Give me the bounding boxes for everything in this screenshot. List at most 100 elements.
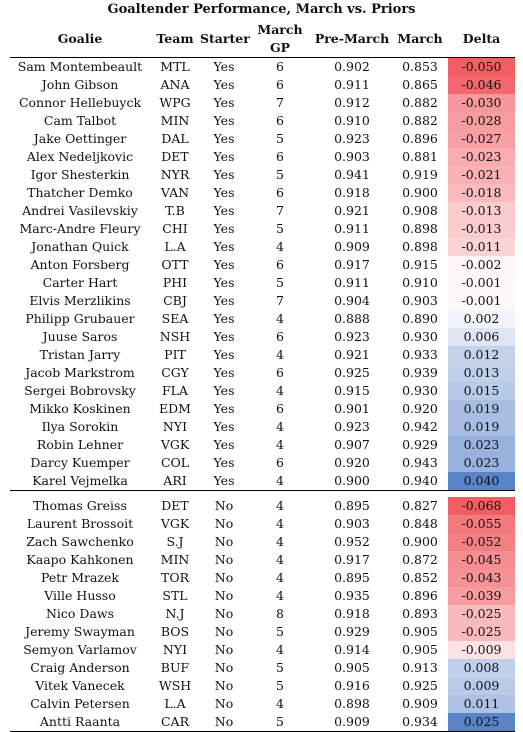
cell-delta: -0.025: [448, 605, 515, 623]
cell-team: WPG: [159, 95, 191, 110]
cell-march-gp: 4: [276, 473, 284, 488]
cell-starter: No: [214, 678, 234, 693]
cell-march: 0.909: [402, 696, 438, 711]
cell-march: 0.930: [402, 383, 438, 398]
table-row: Sergei Bobrovsky FLA Yes 4 0.915 0.930 0.015: [10, 382, 515, 400]
cell-starter: Yes: [213, 275, 235, 290]
cell-march: 0.910: [402, 275, 438, 290]
cell-delta: 0.006: [448, 328, 515, 346]
cell-pre-march: 0.923: [334, 329, 370, 344]
cell-march-gp: 5: [276, 221, 284, 236]
cell-starter: No: [214, 570, 234, 585]
cell-goalie: Semyon Varlamov: [23, 642, 137, 657]
cell-march-gp: 4: [276, 311, 284, 326]
cell-goalie: Jonathan Quick: [31, 239, 129, 254]
cell-pre-march: 0.911: [334, 221, 370, 236]
cell-goalie: Anton Forsberg: [30, 257, 130, 272]
cell-march-gp: 4: [276, 534, 284, 549]
cell-pre-march: 0.925: [334, 365, 370, 380]
table-row: John Gibson ANA Yes 6 0.911 0.865 -0.046: [10, 76, 515, 94]
cell-march-gp: 6: [276, 77, 284, 92]
cell-team: WSH: [158, 678, 192, 693]
cell-starter: No: [214, 696, 234, 711]
cell-delta: 0.019: [448, 400, 515, 418]
cell-march: 0.933: [402, 347, 438, 362]
cell-delta: -0.001: [448, 274, 515, 292]
cell-goalie: Ilya Sorokin: [41, 419, 119, 434]
cell-goalie: Connor Hellebuyck: [18, 95, 142, 110]
cell-march: 0.882: [402, 95, 438, 110]
cell-march-gp: 6: [276, 401, 284, 416]
cell-team: SEA: [161, 311, 189, 326]
cell-pre-march: 0.912: [334, 95, 370, 110]
cell-goalie: Nico Daws: [45, 606, 115, 621]
cell-pre-march: 0.917: [334, 257, 370, 272]
cell-march: 0.920: [402, 401, 438, 416]
table-row: Craig Anderson BUF No 5 0.905 0.913 0.008: [10, 659, 515, 677]
cell-delta: -0.013: [448, 220, 515, 238]
table-row: Kaapo Kahkonen MIN No 4 0.917 0.872 -0.045: [10, 551, 515, 569]
cell-march: 0.827: [402, 498, 438, 513]
cell-pre-march: 0.902: [334, 59, 370, 74]
cell-delta: -0.002: [448, 256, 515, 274]
cell-pre-march: 0.921: [334, 203, 370, 218]
cell-goalie: Sam Montembeault: [17, 59, 143, 74]
cell-goalie: Karel Vejmelka: [32, 473, 128, 488]
cell-team: NYR: [160, 167, 190, 182]
cell-pre-march: 0.900: [334, 473, 370, 488]
cell-delta: 0.011: [448, 695, 515, 713]
cell-delta: 0.013: [448, 364, 515, 382]
cell-march-gp: 5: [276, 678, 284, 693]
table-row: Cam Talbot MIN Yes 6 0.910 0.882 -0.028: [10, 112, 515, 130]
cell-delta: -0.039: [448, 587, 515, 605]
cell-starter: Yes: [213, 59, 235, 74]
cell-team: NYI: [162, 419, 188, 434]
cell-delta: -0.028: [448, 112, 515, 130]
table-row: Nico Daws N.J No 8 0.918 0.893 -0.025: [10, 605, 515, 623]
cell-starter: No: [214, 516, 234, 531]
cell-pre-march: 0.909: [334, 239, 370, 254]
header-team: Team: [150, 21, 200, 58]
cell-delta: 0.012: [448, 346, 515, 364]
cell-starter: No: [214, 552, 234, 567]
table-row: Alex Nedeljkovic DET Yes 6 0.903 0.881 -0.023: [10, 148, 515, 166]
cell-march-gp: 4: [276, 239, 284, 254]
cell-team: COL: [160, 455, 190, 470]
cell-pre-march: 0.921: [334, 347, 370, 362]
cell-march-gp: 4: [276, 516, 284, 531]
header-march: March: [392, 21, 448, 58]
cell-march: 0.881: [402, 149, 438, 164]
cell-march-gp: 4: [276, 696, 284, 711]
cell-team: OTT: [161, 257, 189, 272]
cell-march-gp: 5: [276, 275, 284, 290]
cell-team: S.J: [166, 534, 184, 549]
cell-starter: Yes: [213, 221, 235, 236]
cell-pre-march: 0.929: [334, 624, 370, 639]
table-row: Mikko Koskinen EDM Yes 6 0.901 0.920 0.019: [10, 400, 515, 418]
table-row: Jake Oettinger DAL Yes 5 0.923 0.896 -0.027: [10, 130, 515, 148]
cell-pre-march: 0.907: [334, 437, 370, 452]
cell-goalie: Kaapo Kahkonen: [26, 552, 134, 567]
cell-march-gp: 5: [276, 624, 284, 639]
cell-march: 0.853: [402, 59, 438, 74]
header-delta: Delta: [448, 21, 515, 58]
table-row: Jacob Markstrom CGY Yes 6 0.925 0.939 0.013: [10, 364, 515, 382]
cell-pre-march: 0.941: [334, 167, 370, 182]
cell-pre-march: 0.903: [334, 516, 370, 531]
table-row: Ilya Sorokin NYI Yes 4 0.923 0.942 0.019: [10, 418, 515, 436]
cell-delta: -0.011: [448, 238, 515, 256]
cell-march-gp: 6: [276, 329, 284, 344]
cell-march-gp: 5: [276, 660, 284, 675]
cell-team: N.J: [165, 606, 185, 621]
cell-goalie: Elvis Merzlikins: [29, 293, 131, 308]
cell-team: L.A: [164, 239, 186, 254]
cell-team: PIT: [164, 347, 186, 362]
cell-starter: No: [214, 588, 234, 603]
cell-team: TOR: [161, 570, 189, 585]
table-row: Marc-Andre Fleury CHI Yes 5 0.911 0.898 -0.013: [10, 220, 515, 238]
cell-march: 0.939: [402, 365, 438, 380]
cell-delta: -0.030: [448, 94, 515, 112]
cell-delta: -0.046: [448, 76, 515, 94]
cell-pre-march: 0.911: [334, 77, 370, 92]
table-row: Tristan Jarry PIT Yes 4 0.921 0.933 0.012: [10, 346, 515, 364]
